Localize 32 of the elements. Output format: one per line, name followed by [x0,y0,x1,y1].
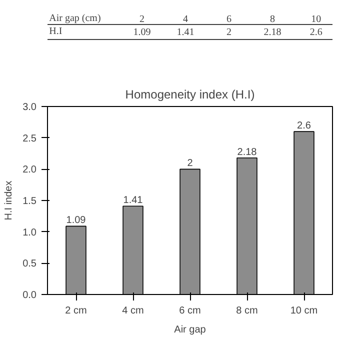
text: H.I [49,26,62,37]
data-label: 2.18 [237,146,258,158]
text: 2.6 [310,27,322,38]
x-tick-label: 4 cm [122,306,144,316]
data-label: 2.6 [297,120,312,132]
data-label: 1.09 [66,215,86,226]
y-tick-label: 3.0 [22,102,37,113]
text: 4 [182,14,188,25]
x-tick-label: 6 cm [179,306,201,316]
x-tick-label: 8 cm [236,306,258,316]
x-axis-title: Air gap [174,324,206,336]
y-tick-label: 0.0 [22,290,37,301]
text: Air gap (cm) [49,13,101,24]
text: 8 [270,14,276,25]
text: 10 [311,14,322,25]
text: 2.18 [264,27,282,38]
y-axis-title: H.I index [4,180,15,220]
y-tick-label: 1.5 [22,196,37,207]
data-label: 2 [187,158,194,170]
x-tick-label: 10 cm [290,306,318,316]
text: 6 [226,14,232,25]
text: 1.41 [176,27,194,38]
chart-title: Homogeneity index (H.I) [125,88,255,102]
y-tick-label: 2.5 [22,133,37,144]
text: 2 [226,27,232,38]
text: 1.09 [133,27,151,38]
y-tick-label: 1.0 [22,227,37,238]
y-tick-label: 0.5 [22,258,37,270]
text: 2 [139,14,144,25]
y-tick-label: 2.0 [22,164,37,176]
x-tick-label: 2 cm [65,306,87,316]
data-label: 1.41 [123,195,144,206]
